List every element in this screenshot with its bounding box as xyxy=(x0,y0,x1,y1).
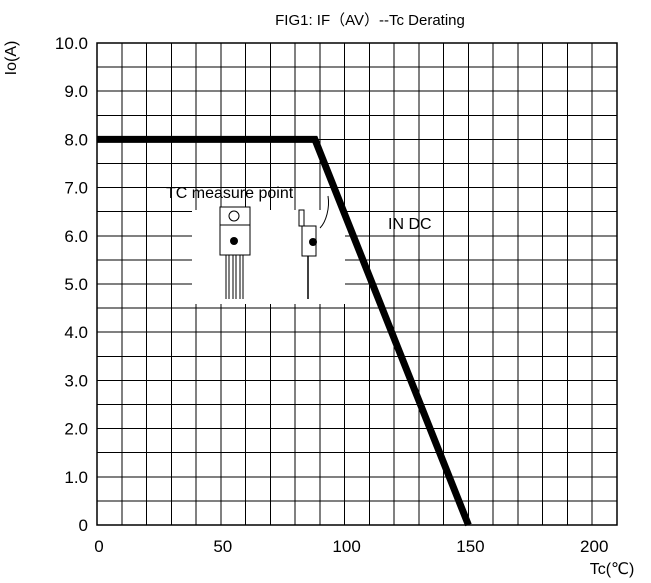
y-tick-label: 1.0 xyxy=(64,468,88,487)
y-tick-label: 10.0 xyxy=(55,34,88,53)
illustration-background xyxy=(192,210,345,304)
x-tick-label: 100 xyxy=(332,537,360,556)
y-axis-label: Io(A) xyxy=(3,41,20,76)
y-tick-label: 4.0 xyxy=(64,323,88,342)
y-tick-label: 2.0 xyxy=(64,420,88,439)
to220-side-view-icon xyxy=(298,195,329,299)
y-tick-label: 0 xyxy=(79,516,88,535)
x-tick-label: 200 xyxy=(580,537,608,556)
x-tick-label: 150 xyxy=(456,537,484,556)
in-dc-label: IN DC xyxy=(388,216,432,233)
to220-front-view-icon xyxy=(219,206,251,299)
y-tick-label: 9.0 xyxy=(64,82,88,101)
y-tick-label: 7.0 xyxy=(64,179,88,198)
tc-measure-point-illustration: TC measure point xyxy=(166,185,329,299)
x-tick-label: 0 xyxy=(94,537,103,556)
y-tick-label: 3.0 xyxy=(64,371,88,390)
derating-curve xyxy=(97,135,472,527)
x-axis-label: Tc(℃) xyxy=(590,561,635,578)
x-tick-labels: 0 50 100 150 200 xyxy=(94,537,608,556)
y-tick-label: 6.0 xyxy=(64,227,88,246)
y-tick-label: 5.0 xyxy=(64,275,88,294)
x-tick-label: 50 xyxy=(213,537,232,556)
y-tick-label: 8.0 xyxy=(64,130,88,149)
grid-lines xyxy=(97,43,617,525)
y-tick-labels: 0 1.0 2.0 3.0 4.0 5.0 6.0 7.0 8.0 9.0 10.0 xyxy=(55,34,88,535)
chart-title: FIG1: IF（AV）--Tc Derating xyxy=(275,12,465,29)
tc-measure-point-label: TC measure point xyxy=(166,185,294,202)
